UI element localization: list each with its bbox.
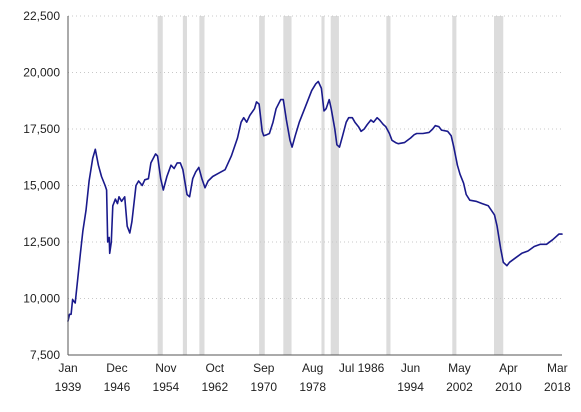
x-tick-label-month: Nov: [155, 361, 176, 375]
x-tick-label-year: 2002: [446, 380, 473, 394]
gridlines: [68, 15, 562, 299]
recession-band: [452, 16, 457, 355]
recession-band: [494, 16, 504, 355]
x-tick-label-month: Dec: [106, 361, 127, 375]
recession-band: [259, 16, 265, 355]
x-tick-label-year: 1978: [299, 380, 326, 394]
x-tick-label-month: Sep: [253, 361, 275, 375]
series-line: [67, 80, 563, 322]
x-tick-label-year: 1962: [201, 380, 228, 394]
x-tick-label-month: Aug: [302, 361, 323, 375]
y-tick-label: 15,000: [23, 179, 60, 193]
y-tick-labels: 7,500 10,000 12,500 15,000 17,500 20,000 22,50…: [23, 9, 60, 362]
recession-bands: [157, 16, 504, 355]
x-tick-label-year: 2018: [544, 380, 571, 394]
x-tick-label-month: May: [448, 361, 471, 375]
x-tick-label-month: Mar: [547, 361, 568, 375]
x-tick-label-month: Apr: [499, 361, 518, 375]
y-tick-label: 17,500: [23, 122, 60, 136]
recession-band: [321, 16, 325, 355]
recession-band: [330, 16, 339, 355]
recession-band: [283, 16, 292, 355]
x-tick-label-year: 1939: [55, 380, 82, 394]
x-tick-label-year: 1970: [250, 380, 277, 394]
y-tick-label: 12,500: [23, 235, 60, 249]
recession-band: [199, 16, 205, 355]
y-tick-label: 22,500: [23, 9, 60, 23]
axes: [67, 16, 562, 356]
x-tick-label-month: Jul 1986: [339, 361, 385, 375]
y-tick-label: 10,000: [23, 292, 60, 306]
x-tick-label-year: 1946: [104, 380, 131, 394]
x-tick-label-month: Oct: [205, 361, 224, 375]
x-tick-label-year: 1954: [153, 380, 180, 394]
x-tick-label-month: Jun: [401, 361, 420, 375]
x-tick-label-year: 2010: [495, 380, 522, 394]
x-tick-label-month: Jan: [58, 361, 77, 375]
x-tick-label-year: 1994: [397, 380, 424, 394]
x-tick-labels: Jan 1939 Dec 1946 Nov 1954 Oct 1962 Sep 1970 Aug 19…: [55, 361, 571, 394]
y-tick-label: 20,000: [23, 66, 60, 80]
y-tick-label: 7,500: [30, 348, 60, 362]
series-layer: [67, 80, 563, 322]
